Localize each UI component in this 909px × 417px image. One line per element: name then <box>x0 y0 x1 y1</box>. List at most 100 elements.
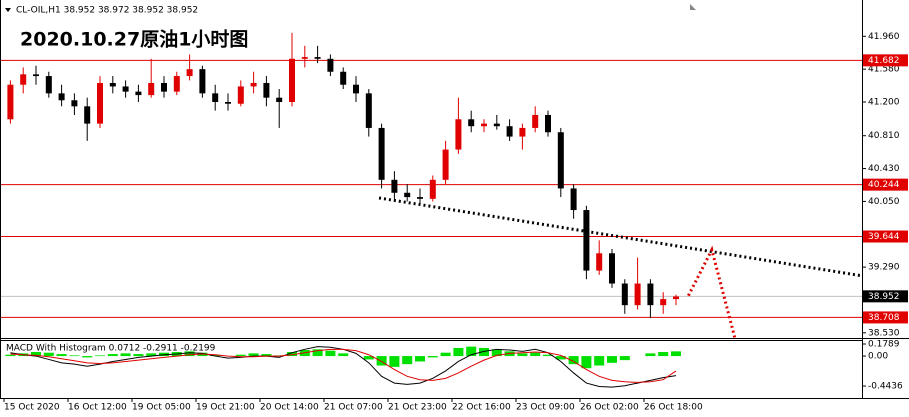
histogram-bar <box>363 356 374 360</box>
y-tick-label: 41.580 <box>868 65 900 75</box>
candle-body <box>84 106 91 124</box>
histogram-bar <box>402 356 413 365</box>
histogram-bar <box>184 351 195 357</box>
x-tick-label: 20 Oct 14:00 <box>260 403 319 413</box>
histogram-bar <box>658 352 669 357</box>
histogram-bar <box>568 356 579 365</box>
candle-body <box>429 179 436 199</box>
histogram-bar <box>146 353 157 357</box>
candle-body <box>237 86 244 104</box>
candle-body <box>135 91 142 96</box>
candle-body <box>148 82 155 96</box>
candle-body <box>596 253 603 271</box>
histogram-bar <box>120 353 131 357</box>
x-tick-label: 21 Oct 07:00 <box>324 403 383 413</box>
candle-body <box>353 84 359 94</box>
candle-body <box>455 119 462 150</box>
level-label: 40.244 <box>868 180 900 190</box>
candle-body <box>583 210 590 271</box>
histogram-bar <box>466 346 477 357</box>
trend-line <box>378 196 862 278</box>
current-price-box <box>863 290 908 303</box>
candle-body <box>250 82 257 87</box>
candle-body <box>58 93 65 101</box>
candle-body <box>519 127 526 137</box>
candle-body <box>199 69 206 94</box>
histogram-bar <box>581 356 592 369</box>
histogram-bar <box>338 353 349 357</box>
y-tick-label: 0.00 <box>868 352 888 362</box>
histogram-bar <box>107 354 118 357</box>
y-tick-label: 41.200 <box>868 98 900 108</box>
y-tick-label: 38.530 <box>868 328 900 338</box>
histogram-bar <box>645 353 656 357</box>
candle-body <box>506 126 513 137</box>
y-tick-label: -0.4436 <box>868 382 903 392</box>
candle-body <box>340 71 347 85</box>
symbol-header: CL-OIL,H1 38.952 38.972 38.952 38.952 <box>16 6 198 16</box>
histogram-bar <box>607 356 617 363</box>
histogram-bar <box>69 355 80 357</box>
candle-body <box>660 299 667 306</box>
histogram-bar <box>133 354 144 357</box>
trend-line <box>687 245 737 338</box>
level-label: 38.708 <box>868 313 900 323</box>
x-tick-label: 26 Oct 18:00 <box>644 403 703 413</box>
histogram-bar <box>235 354 246 357</box>
y-tick-label: 0.1789 <box>868 339 900 349</box>
candle-body <box>442 149 449 180</box>
histogram-bar <box>261 354 272 357</box>
candle-body <box>45 76 52 94</box>
x-tick-label: 21 Oct 23:00 <box>388 403 447 413</box>
histogram-bar <box>5 354 16 357</box>
histogram-bar <box>56 354 67 357</box>
macd-line <box>10 348 677 383</box>
histogram-bar <box>619 356 630 361</box>
histogram-bar <box>453 347 464 357</box>
histogram-bar <box>210 354 221 357</box>
candle-body <box>263 82 270 98</box>
candle-body <box>173 76 180 92</box>
candle-body <box>327 58 334 72</box>
candle-body <box>33 74 39 77</box>
histogram-bar <box>287 352 297 357</box>
shift-arrow <box>690 4 696 10</box>
histogram-bar <box>440 352 451 357</box>
level-label: 39.644 <box>868 232 900 242</box>
candle-body <box>212 93 219 103</box>
candle-body <box>609 253 615 284</box>
histogram-bar <box>555 356 566 360</box>
histogram-bar <box>389 356 400 367</box>
histogram-bar <box>594 356 605 366</box>
candle-body <box>545 114 551 133</box>
x-tick-label: 19 Oct 21:00 <box>196 403 255 413</box>
candle-body <box>276 97 283 103</box>
macd-title: MACD With Histogram 0.0712 -0.2911 -0.21… <box>6 344 216 354</box>
histogram-bar <box>82 356 93 358</box>
x-tick-label: 23 Oct 09:00 <box>516 403 575 413</box>
candle-body <box>289 58 295 103</box>
x-tick-label: 15 Oct 2020 <box>4 403 60 413</box>
x-tick-label: 19 Oct 05:00 <box>132 403 191 413</box>
histogram-bar <box>671 351 681 357</box>
price-panel <box>0 32 862 338</box>
candle-body <box>161 82 167 92</box>
histogram-bar <box>248 353 259 357</box>
candle-body <box>7 84 14 120</box>
candle-body <box>417 197 423 199</box>
candle-body <box>621 283 628 306</box>
histogram-bar <box>43 352 54 357</box>
candle-body <box>97 82 103 124</box>
candle-body <box>225 102 231 104</box>
y-tick-label: 40.810 <box>868 131 900 141</box>
histogram-bar <box>427 356 438 358</box>
axes: 41.960 41.580 41.200 40.810 40.430 40.050 39.2… <box>3 32 908 413</box>
candle-body <box>481 123 487 127</box>
menu-arrow[interactable] <box>5 8 11 12</box>
candle-body <box>186 69 193 77</box>
candle-body <box>378 127 385 180</box>
chart-title: 2020.10.27原油1小时图 <box>20 29 248 51</box>
y-tick-label: 39.290 <box>868 263 900 273</box>
